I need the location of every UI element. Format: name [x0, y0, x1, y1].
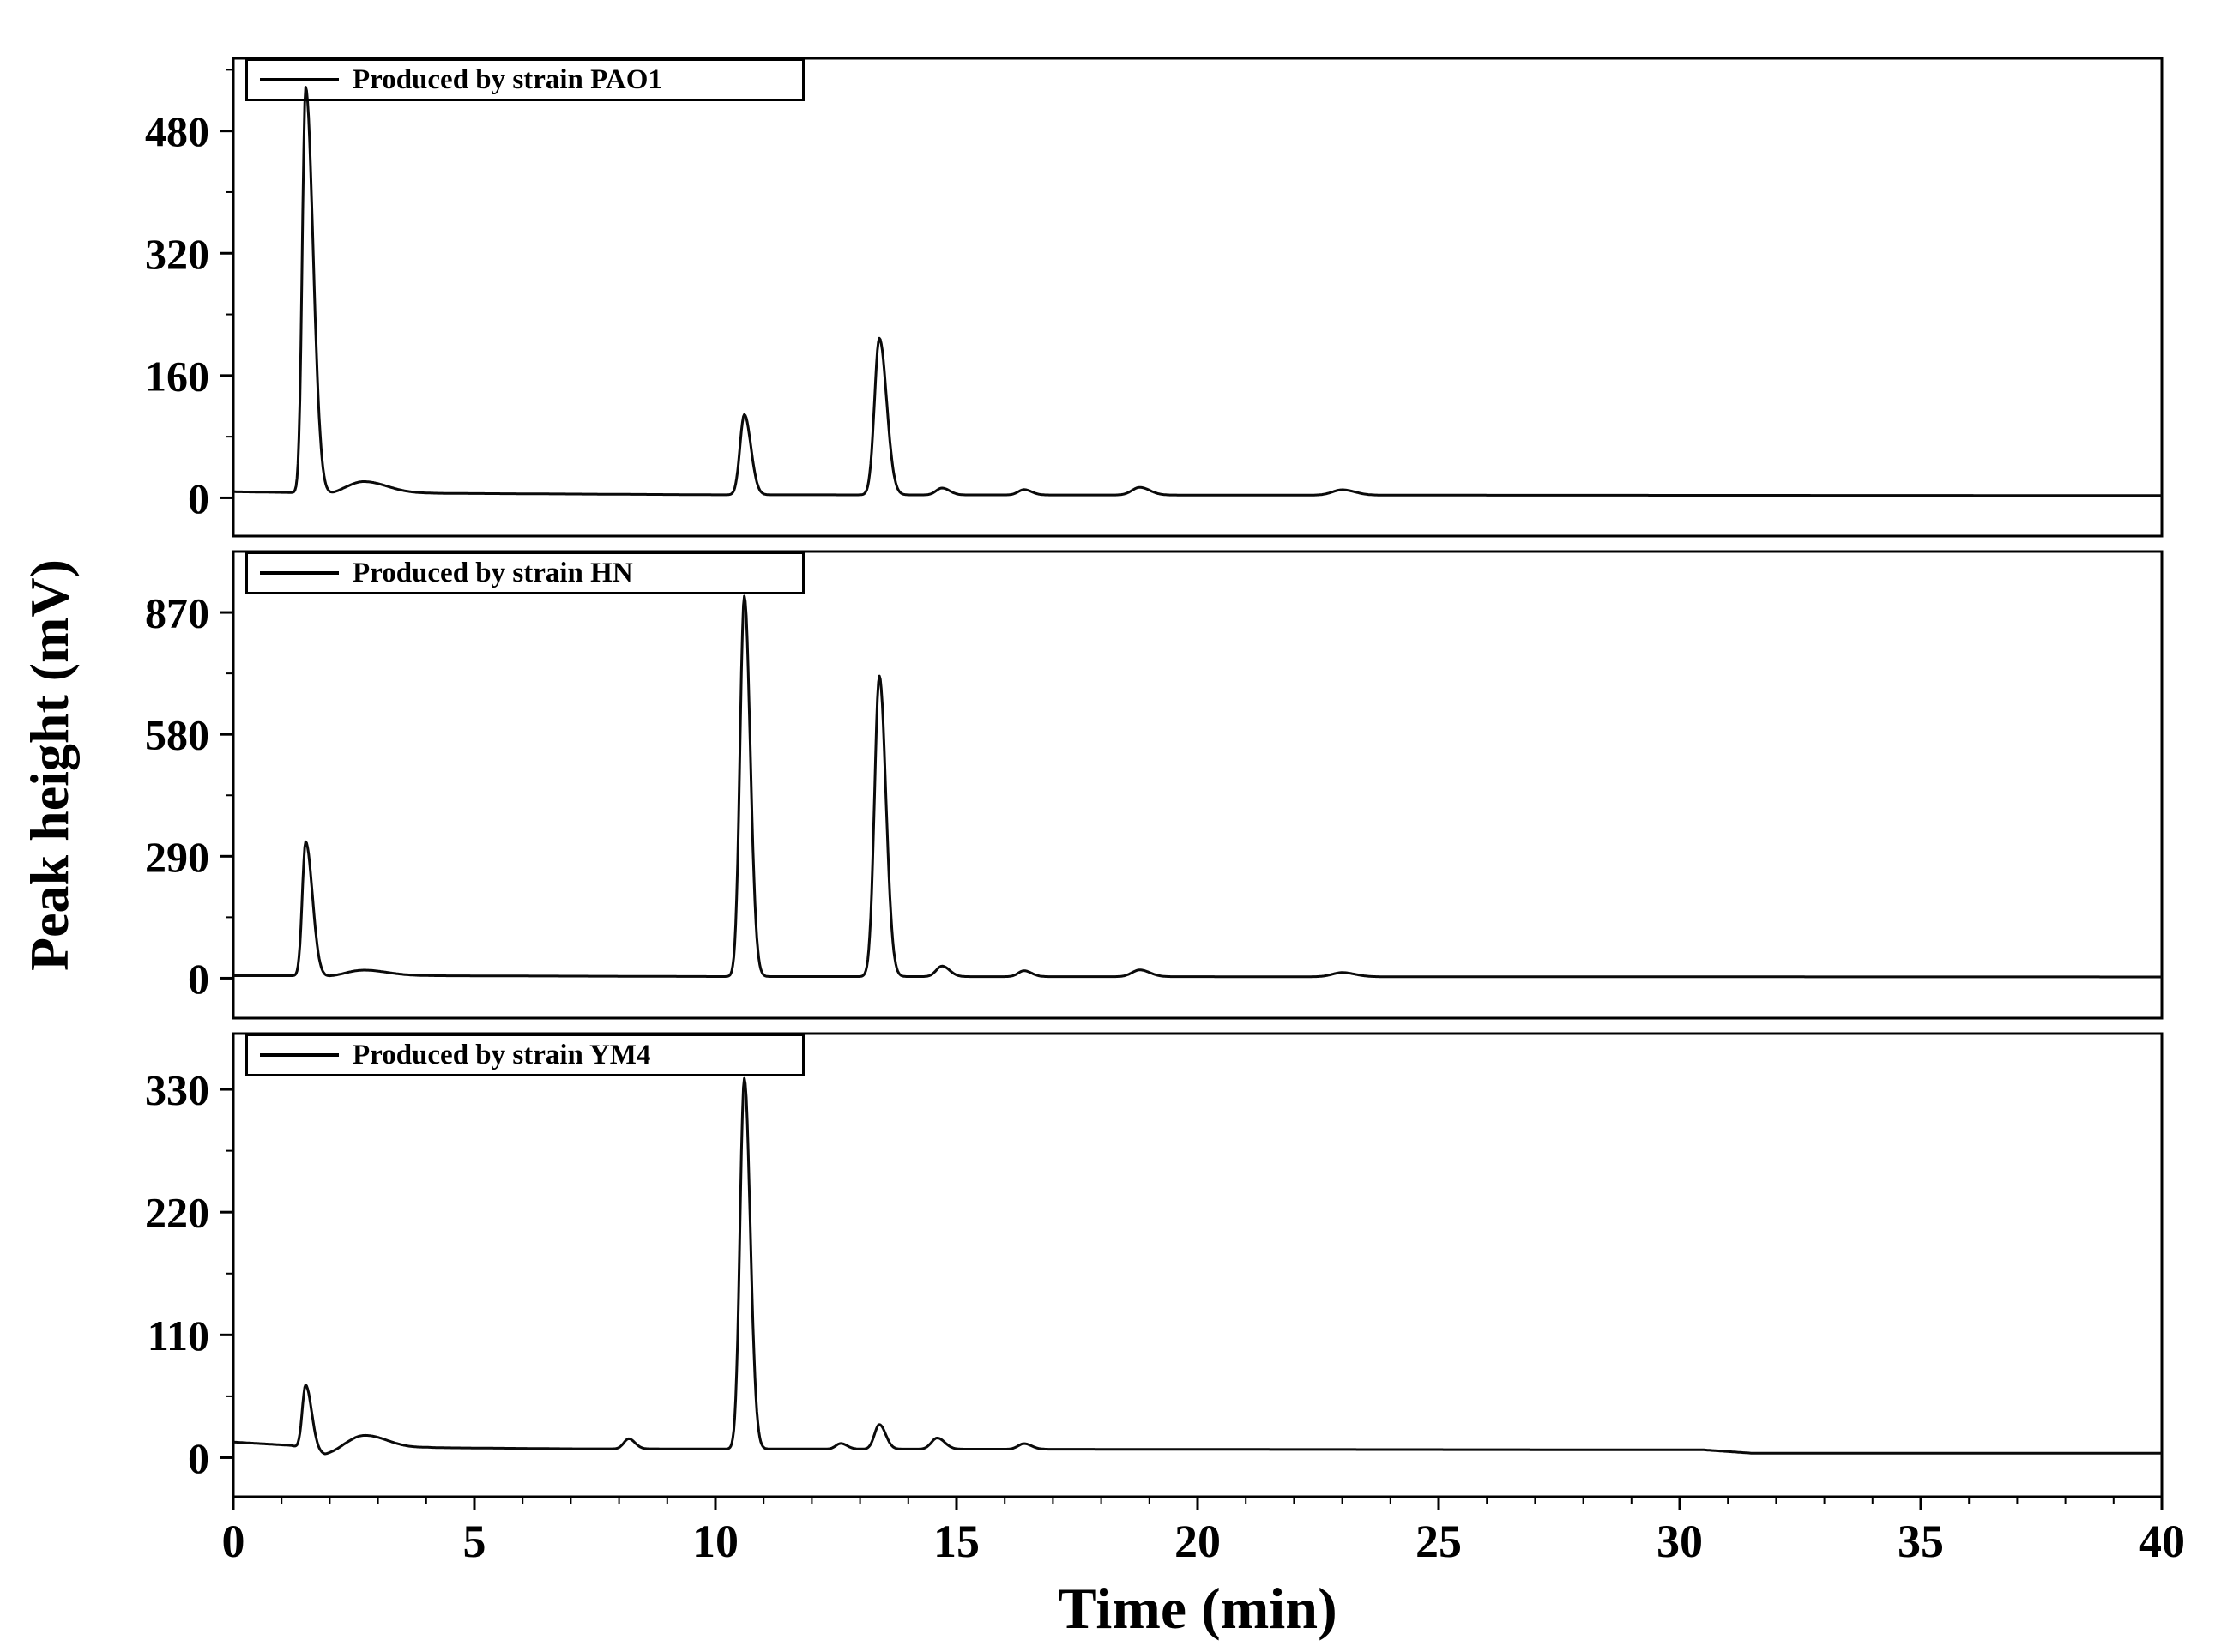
y-axis-label: Peak height (mV) [19, 559, 80, 971]
y-tick-label: 870 [145, 589, 209, 637]
panel-frame [232, 57, 2164, 538]
y-tick-label: 0 [188, 474, 209, 522]
panel-frame [232, 550, 2164, 1020]
x-tick-label: 20 [1174, 1516, 1221, 1567]
y-tick-label: 580 [145, 711, 209, 759]
legend-panel-ym4: Produced by strain YM4 [245, 1034, 805, 1076]
x-tick-label: 25 [1415, 1516, 1462, 1567]
x-tick-label: 40 [2139, 1516, 2185, 1567]
y-tick-label: 160 [145, 352, 209, 400]
y-tick-label: 480 [145, 107, 209, 155]
y-tick-label: 320 [145, 230, 209, 278]
x-tick-label: 5 [463, 1516, 486, 1567]
x-tick-label: 30 [1657, 1516, 1703, 1567]
y-tick-label: 0 [188, 1434, 209, 1482]
x-tick-label: 35 [1898, 1516, 1944, 1567]
legend-panel-hn: Produced by strain HN [245, 552, 805, 594]
panel-frame [232, 1032, 2164, 1498]
y-tick-label: 290 [145, 833, 209, 881]
legend-label-hn: Produced by strain HN [353, 557, 633, 588]
legend-label-ym4: Produced by strain YM4 [353, 1039, 651, 1070]
legend-label-pao1: Produced by strain PAO1 [353, 63, 662, 95]
x-tick-label: 10 [692, 1516, 739, 1567]
trace-1 [232, 594, 2163, 979]
panel-2: 0 110 220 330 [145, 1032, 2164, 1498]
y-tick-label: 330 [145, 1066, 209, 1114]
legend-panel-pao1: Produced by strain PAO1 [245, 58, 805, 101]
x-tick-label: 0 [222, 1516, 245, 1567]
legend-line-sample-icon [260, 78, 339, 81]
panel-1: 0 290 580 870 [145, 550, 2164, 1020]
trace-0 [232, 86, 2163, 497]
x-tick-label: 15 [933, 1516, 980, 1567]
x-axis-label: Time (min) [1058, 1576, 1337, 1641]
y-tick-label: 220 [145, 1189, 209, 1237]
legend-line-sample-icon [260, 571, 339, 575]
legend-line-sample-icon [260, 1053, 339, 1057]
y-tick-label: 110 [148, 1311, 209, 1360]
trace-2 [232, 1076, 2163, 1456]
panel-0: 0 160 320 480 [145, 57, 2164, 538]
y-tick-label: 0 [188, 955, 209, 1003]
